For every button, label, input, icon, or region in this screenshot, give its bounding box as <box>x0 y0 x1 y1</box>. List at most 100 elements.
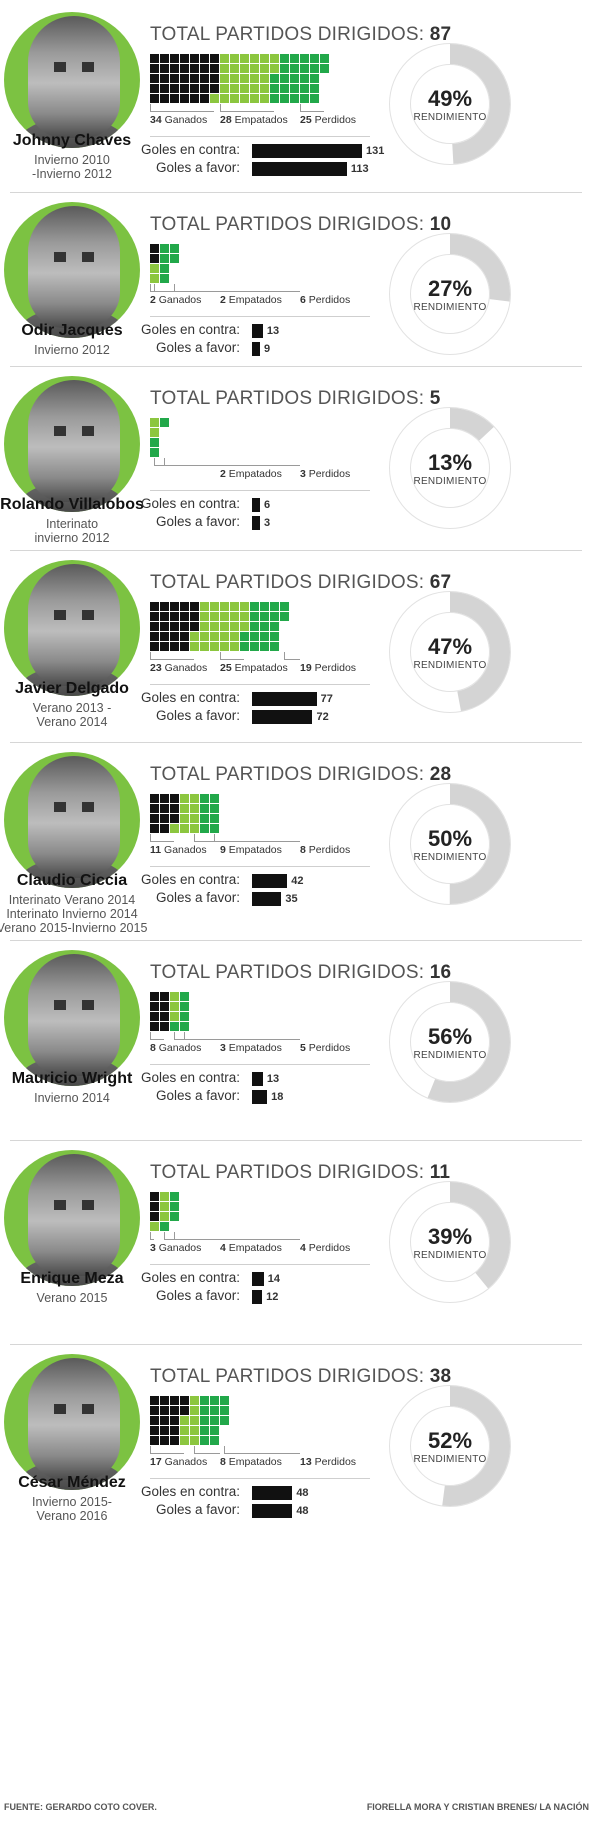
waffle-cell-draw <box>250 84 259 93</box>
waffle-cell-lost <box>250 642 259 651</box>
waffle-cell-won <box>180 94 189 103</box>
stats-divider <box>150 1478 370 1479</box>
performance-label: RENDIMIENTO <box>413 660 487 671</box>
goals-against-bar <box>252 1072 263 1086</box>
performance-label: RENDIMIENTO <box>413 476 487 487</box>
waffle-cell-won <box>160 642 169 651</box>
waffle-cell-won <box>170 54 179 63</box>
waffle-cell-draw <box>250 54 259 63</box>
waffle-cell-lost <box>270 602 279 611</box>
waffle-cell-draw <box>250 74 259 83</box>
coach-name: César Méndez <box>18 1474 126 1491</box>
waffle-cell-lost <box>150 438 159 447</box>
waffle-cell-lost <box>270 94 279 103</box>
goals-favor-bar <box>252 342 260 356</box>
waffle-cell-won <box>180 622 189 631</box>
goals-favor-value: 35 <box>285 893 298 905</box>
goals-against-bar <box>252 498 260 512</box>
waffle-cell-won <box>160 1002 169 1011</box>
waffle-cell-lost <box>260 642 269 651</box>
waffle-cell-draw <box>190 814 199 823</box>
waffle-cell-won <box>150 794 159 803</box>
waffle-cell-won <box>190 622 199 631</box>
coach-section: Claudio Ciccia Interinato Verano 2014 Inte… <box>0 748 595 946</box>
waffle-cell-draw <box>210 642 219 651</box>
waffle-cell-won <box>150 804 159 813</box>
waffle-label-draw: 8 Empatados <box>220 1456 282 1468</box>
coach-period: Invierno 2010 <box>34 153 110 167</box>
waffle-label-lost: 19 Perdidos <box>300 662 357 674</box>
waffle-cell-won <box>150 612 159 621</box>
waffle-cell-draw <box>240 602 249 611</box>
waffle-cell-won <box>150 254 159 263</box>
waffle-cell-draw <box>220 622 229 631</box>
waffle-connector <box>214 834 300 842</box>
waffle-cell-lost <box>310 74 319 83</box>
waffle-cell-lost <box>270 642 279 651</box>
waffle-cell-won <box>170 804 179 813</box>
waffle-cell-won <box>160 94 169 103</box>
waffle-cell-draw <box>220 54 229 63</box>
total-matches: TOTAL PARTIDOS DIRIGIDOS: 67 <box>150 572 451 594</box>
waffle-cell-lost <box>200 1396 209 1405</box>
waffle-cell-lost <box>290 84 299 93</box>
waffle-cell-draw <box>220 632 229 641</box>
coach-name: Mauricio Wright <box>11 1070 133 1087</box>
waffle-cell-draw <box>190 1406 199 1415</box>
waffle-cell-won <box>150 1022 159 1031</box>
waffle-cell-lost <box>270 612 279 621</box>
waffle-connector <box>220 652 244 660</box>
waffle-cell-lost <box>200 1406 209 1415</box>
section-separator <box>10 550 582 551</box>
goals-favor-label: Goles a favor: <box>155 890 240 905</box>
waffle-cell-draw <box>260 64 269 73</box>
total-matches: TOTAL PARTIDOS DIRIGIDOS: 5 <box>150 388 440 410</box>
waffle-cell-draw <box>170 824 179 833</box>
waffle-cell-won <box>150 1202 159 1211</box>
coach-period: Interinato <box>45 517 99 531</box>
waffle-cell-won <box>180 1396 189 1405</box>
goals-against-label: Goles en contra: <box>140 142 240 157</box>
coach-period: Verano 2014 <box>36 715 108 729</box>
performance-donut <box>389 981 511 1103</box>
waffle-cell-draw <box>170 992 179 1001</box>
waffle-cell-won <box>190 84 199 93</box>
coach-period: Interinato Invierno 2014 <box>6 907 138 921</box>
total-matches: TOTAL PARTIDOS DIRIGIDOS: 16 <box>150 962 451 984</box>
waffle-cell-lost <box>160 274 169 283</box>
waffle-cell-lost <box>170 1022 179 1031</box>
waffle-cell-won <box>170 794 179 803</box>
coach-photo-face <box>28 16 120 138</box>
waffle-cell-lost <box>210 1396 219 1405</box>
goals-against-bar <box>252 1486 293 1500</box>
coach-photo-face <box>28 380 120 502</box>
waffle-connector <box>174 284 300 292</box>
waffle-cell-lost <box>200 1436 209 1445</box>
waffle-cell-draw <box>230 622 239 631</box>
coach-photo-face <box>28 1154 120 1276</box>
waffle-cell-lost <box>210 804 219 813</box>
performance-percent: 13% <box>427 450 473 475</box>
coach-name: Johnny Chaves <box>12 132 132 149</box>
waffle-cell-won <box>160 632 169 641</box>
total-matches-label: TOTAL PARTIDOS DIRIGIDOS: <box>150 572 430 593</box>
coach-period: Verano 2013 - <box>32 701 112 715</box>
waffle-connector <box>220 104 274 112</box>
waffle-cell-draw <box>160 1202 169 1211</box>
waffle-cell-won <box>160 1436 169 1445</box>
waffle-cell-won <box>210 54 219 63</box>
waffle-cell-draw <box>260 94 269 103</box>
waffle-cell-draw <box>180 794 189 803</box>
performance-label: RENDIMIENTO <box>413 1250 487 1261</box>
coach-period: Invierno 2015- <box>32 1495 112 1509</box>
waffle-cell-lost <box>260 622 269 631</box>
coach-section: Javier Delgado Verano 2013 - Verano 2014 TO… <box>0 556 595 748</box>
goals-against-value: 13 <box>266 1073 280 1085</box>
waffle-cell-won <box>160 1012 169 1021</box>
waffle-cell-won <box>180 54 189 63</box>
waffle-cell-lost <box>220 1416 229 1425</box>
waffle-cell-draw <box>240 622 249 631</box>
coach-name: Odir Jacques <box>21 322 123 339</box>
total-matches-label: TOTAL PARTIDOS DIRIGIDOS: <box>150 214 430 235</box>
section-separator <box>10 940 582 941</box>
